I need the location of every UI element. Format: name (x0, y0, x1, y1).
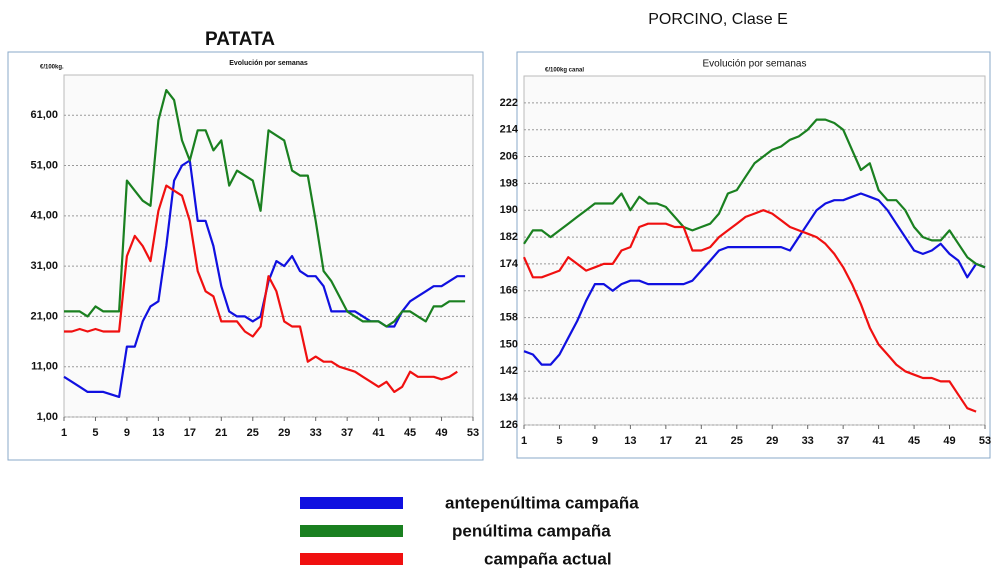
series-line (522, 209, 977, 413)
x-tick-label: 49 (435, 427, 447, 439)
x-tick-label: 37 (837, 435, 849, 447)
x-tick-label: 25 (731, 435, 743, 447)
y-tick-label: 1,00 (37, 411, 58, 423)
x-tick-label: 49 (943, 435, 955, 447)
legend-swatch (300, 525, 403, 537)
x-tick-label: 13 (624, 435, 636, 447)
x-tick-label: 17 (660, 435, 672, 447)
x-tick-label: 21 (695, 435, 707, 447)
legend-label: penúltima campaña (452, 521, 611, 540)
series-line (523, 192, 986, 366)
y-tick-label: 126 (500, 419, 518, 431)
y-tick-label: 166 (500, 285, 518, 297)
y-tick-label: 158 (500, 312, 518, 324)
y-tick-label: 206 (500, 150, 518, 162)
chart-title: PORCINO, Clase E (648, 11, 788, 28)
x-tick-label: 45 (404, 427, 416, 439)
x-tick-label: 37 (341, 427, 353, 439)
x-tick-label: 53 (979, 435, 991, 447)
series-line (64, 89, 466, 328)
x-tick-label: 5 (556, 435, 562, 447)
legend-swatch (300, 497, 403, 509)
x-tick-label: 9 (124, 427, 130, 439)
x-tick-label: 1 (521, 435, 527, 447)
x-tick-label: 5 (92, 427, 98, 439)
x-tick-label: 33 (802, 435, 814, 447)
x-tick-label: 25 (247, 427, 259, 439)
y-tick-label: 31,00 (30, 260, 58, 272)
y-tick-label: 51,00 (30, 159, 58, 171)
y-axis-label: €/100kg. (40, 65, 64, 71)
x-tick-label: 41 (872, 435, 884, 447)
x-tick-label: 45 (908, 435, 920, 447)
x-tick-label: 33 (310, 427, 322, 439)
x-tick-label: 41 (372, 427, 384, 439)
y-tick-label: 214 (500, 124, 519, 136)
legend-swatch (300, 553, 403, 565)
chart-title: PATATA (205, 29, 275, 50)
y-tick-label: 150 (500, 338, 518, 350)
y-tick-label: 61,00 (30, 109, 58, 121)
y-tick-label: 11,00 (31, 361, 58, 373)
series-line (64, 184, 458, 393)
y-tick-label: 21,00 (30, 310, 58, 322)
y-tick-label: 134 (500, 392, 519, 404)
y-tick-label: 142 (500, 365, 518, 377)
plot-area (523, 75, 986, 426)
x-tick-label: 29 (766, 435, 778, 447)
x-tick-label: 13 (152, 427, 164, 439)
series-line (523, 118, 986, 269)
x-tick-label: 53 (467, 427, 479, 439)
chart-subtitle: Evolución por semanas (229, 60, 308, 67)
x-tick-label: 21 (215, 427, 227, 439)
y-tick-label: 41,00 (30, 210, 58, 222)
y-axis-label: €/100kg canal (545, 68, 584, 74)
y-tick-label: 222 (500, 97, 518, 109)
x-tick-label: 17 (184, 427, 196, 439)
y-tick-label: 190 (500, 204, 518, 216)
legend-label: antepenúltima campaña (445, 493, 639, 512)
y-tick-label: 174 (500, 258, 519, 270)
legend-label: campaña actual (484, 549, 612, 568)
plot-area (63, 74, 474, 418)
y-tick-label: 198 (500, 177, 518, 189)
x-tick-label: 1 (61, 427, 67, 439)
x-tick-label: 9 (592, 435, 598, 447)
chart-subtitle: Evolución por semanas (703, 59, 807, 70)
y-tick-label: 182 (500, 231, 518, 243)
x-tick-label: 29 (278, 427, 290, 439)
